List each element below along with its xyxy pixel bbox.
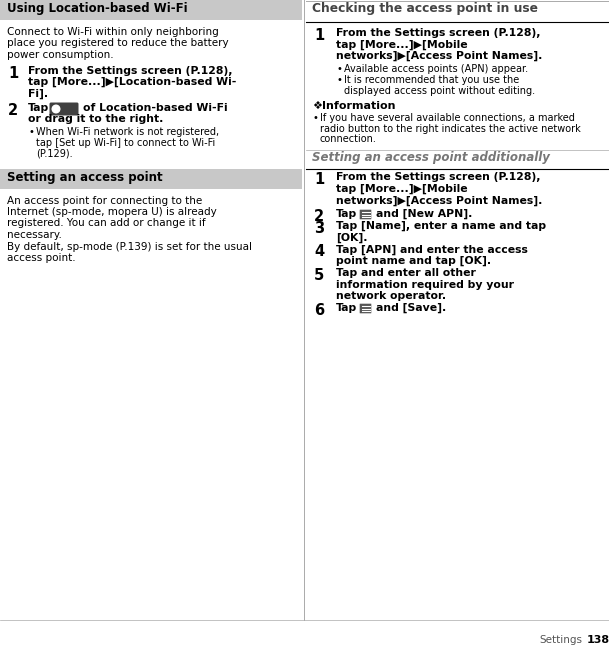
Text: 5: 5 (314, 268, 324, 283)
Text: registered. You can add or change it if: registered. You can add or change it if (7, 218, 206, 229)
Text: An access point for connecting to the: An access point for connecting to the (7, 196, 202, 205)
Text: Connect to Wi-Fi within only neighboring: Connect to Wi-Fi within only neighboring (7, 27, 219, 37)
Text: 4: 4 (314, 244, 324, 259)
Text: power consumption.: power consumption. (7, 50, 114, 60)
Text: (P.129).: (P.129). (36, 148, 72, 158)
Text: Checking the access point in use: Checking the access point in use (312, 2, 538, 15)
Text: tap [Set up Wi-Fi] to connect to Wi-Fi: tap [Set up Wi-Fi] to connect to Wi-Fi (36, 137, 215, 148)
Text: It is recommended that you use the: It is recommended that you use the (344, 75, 519, 85)
FancyBboxPatch shape (360, 210, 371, 219)
Text: Fi].: Fi]. (28, 89, 48, 98)
Text: •: • (29, 127, 35, 137)
Text: Tap: Tap (28, 103, 49, 113)
Text: network operator.: network operator. (336, 291, 446, 301)
Text: Setting an access point: Setting an access point (7, 170, 163, 183)
Text: and [Save].: and [Save]. (376, 303, 446, 313)
Text: tap [More...]▶[Mobile: tap [More...]▶[Mobile (336, 40, 468, 50)
Text: or drag it to the right.: or drag it to the right. (28, 115, 163, 124)
Text: access point.: access point. (7, 253, 76, 263)
Text: of Location-based Wi-Fi: of Location-based Wi-Fi (83, 103, 228, 113)
Text: Using Location-based Wi-Fi: Using Location-based Wi-Fi (7, 2, 188, 15)
FancyBboxPatch shape (360, 304, 371, 313)
Text: Internet (sp-mode, mopera U) is already: Internet (sp-mode, mopera U) is already (7, 207, 217, 217)
Text: 6: 6 (314, 303, 324, 318)
Text: Settings: Settings (539, 635, 582, 645)
Text: If you have several available connections, a marked: If you have several available connection… (320, 113, 575, 123)
Text: tap [More...]▶[Location-based Wi-: tap [More...]▶[Location-based Wi- (28, 77, 236, 87)
Text: ❖Information: ❖Information (312, 101, 395, 111)
Text: 138: 138 (587, 635, 609, 645)
Text: When Wi-Fi network is not registered,: When Wi-Fi network is not registered, (36, 127, 219, 137)
Circle shape (52, 105, 60, 113)
Text: place you registered to reduce the battery: place you registered to reduce the batte… (7, 38, 228, 49)
Text: Available access points (APN) appear.: Available access points (APN) appear. (344, 65, 528, 75)
Text: Tap: Tap (336, 303, 357, 313)
Text: displayed access point without editing.: displayed access point without editing. (344, 86, 535, 95)
Text: •: • (337, 65, 343, 75)
Text: •: • (337, 75, 343, 85)
Text: 1: 1 (8, 65, 18, 80)
FancyBboxPatch shape (49, 102, 79, 115)
Text: 1: 1 (314, 28, 324, 43)
Text: By default, sp-mode (P.139) is set for the usual: By default, sp-mode (P.139) is set for t… (7, 242, 252, 251)
Text: 2: 2 (8, 103, 18, 118)
Text: Setting an access point additionally: Setting an access point additionally (312, 152, 550, 165)
Text: radio button to the right indicates the active network: radio button to the right indicates the … (320, 124, 581, 133)
Text: networks]▶[Access Point Names].: networks]▶[Access Point Names]. (336, 196, 543, 206)
Text: 3: 3 (314, 221, 324, 236)
Text: 2: 2 (314, 209, 324, 224)
Text: From the Settings screen (P.128),: From the Settings screen (P.128), (336, 28, 541, 38)
Text: necessary.: necessary. (7, 230, 62, 240)
Text: [OK].: [OK]. (336, 233, 367, 243)
Text: Tap: Tap (336, 209, 357, 219)
Text: tap [More...]▶[Mobile: tap [More...]▶[Mobile (336, 184, 468, 194)
Text: information required by your: information required by your (336, 279, 514, 290)
Text: point name and tap [OK].: point name and tap [OK]. (336, 256, 491, 266)
Text: connection.: connection. (320, 134, 377, 144)
Text: Tap [Name], enter a name and tap: Tap [Name], enter a name and tap (336, 221, 546, 231)
Bar (0, 0, 302, 20)
Text: 1: 1 (314, 172, 324, 187)
Bar (0, 168, 302, 189)
Text: and [New APN].: and [New APN]. (376, 209, 473, 219)
Text: From the Settings screen (P.128),: From the Settings screen (P.128), (28, 65, 233, 76)
Text: Tap and enter all other: Tap and enter all other (336, 268, 476, 278)
Text: Tap [APN] and enter the access: Tap [APN] and enter the access (336, 244, 528, 255)
Text: From the Settings screen (P.128),: From the Settings screen (P.128), (336, 172, 541, 183)
Text: networks]▶[Access Point Names].: networks]▶[Access Point Names]. (336, 51, 543, 62)
Text: •: • (313, 113, 319, 123)
